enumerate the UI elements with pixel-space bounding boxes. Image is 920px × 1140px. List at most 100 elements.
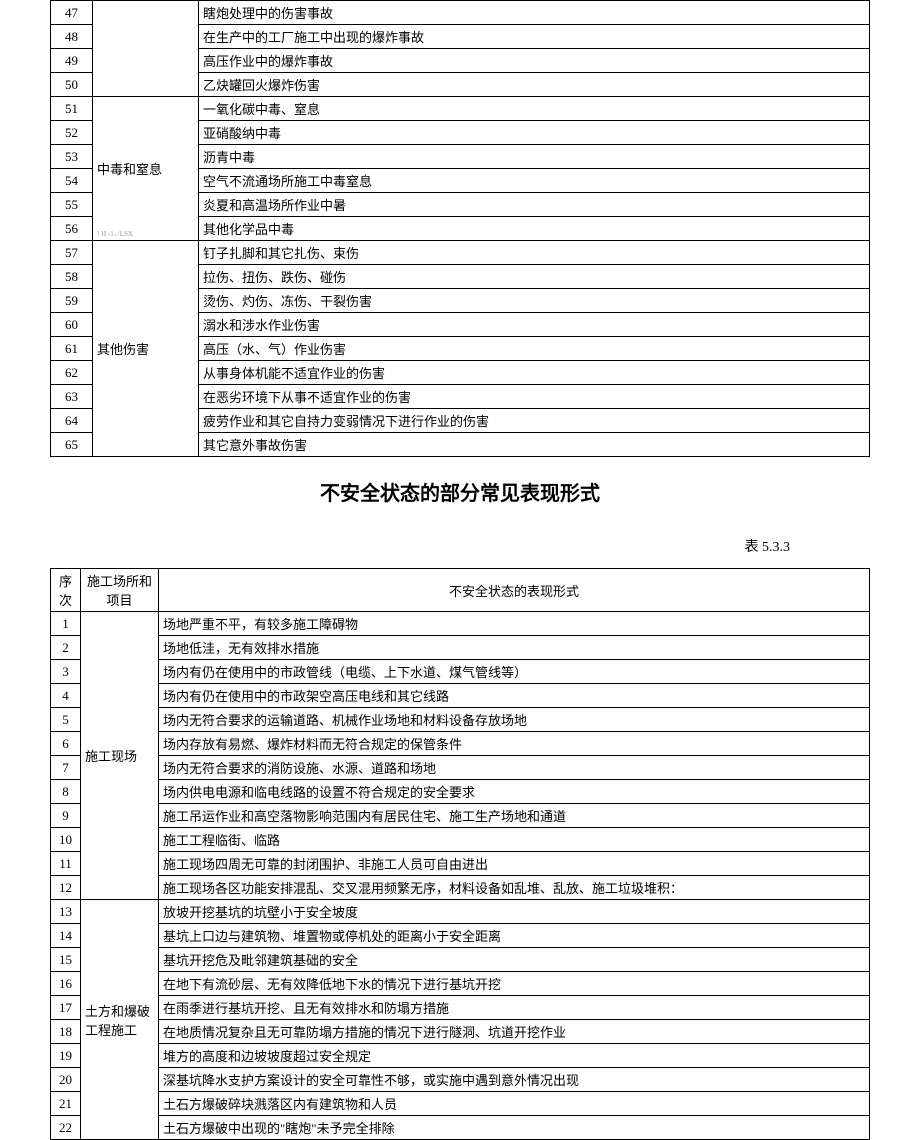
table-row: 18 在地质情况复杂且无可靠防塌方措施的情况下进行隧洞、坑道开挖作业 — [51, 1020, 870, 1044]
cell-num: 63 — [51, 385, 93, 409]
cell-num: 2 — [51, 636, 81, 660]
cell-num: 13 — [51, 900, 81, 924]
cell-desc: 疲劳作业和其它自持力变弱情况下进行作业的伤害 — [199, 409, 870, 433]
cell-num: 60 — [51, 313, 93, 337]
cell-desc: 场内有仍在使用中的市政管线（电缆、上下水道、煤气管线等） — [159, 660, 870, 684]
cell-desc: 亚硝酸纳中毒 — [199, 121, 870, 145]
cell-desc: 深基坑降水支护方案设计的安全可靠性不够，或实施中遇到意外情况出现 — [159, 1068, 870, 1092]
table-label: 表 5.3.3 — [50, 536, 870, 556]
cell-desc: 在地质情况复杂且无可靠防塌方措施的情况下进行隧洞、坑道开挖作业 — [159, 1020, 870, 1044]
cell-desc: 场内存放有易燃、爆炸材料而无符合规定的保管条件 — [159, 732, 870, 756]
table-row: 2 场地低洼，无有效排水措施 — [51, 636, 870, 660]
cell-desc: 场内无符合要求的运输道路、机械作业场地和材料设备存放场地 — [159, 708, 870, 732]
cell-desc: 放坡开挖基坑的坑壁小于安全坡度 — [159, 900, 870, 924]
cell-num: 19 — [51, 1044, 81, 1068]
cell-num: 53 — [51, 145, 93, 169]
cell-category: 中毒和窒息! H -1-./LSX — [93, 97, 199, 241]
cell-num: 22 — [51, 1116, 81, 1140]
cell-num: 9 — [51, 804, 81, 828]
cell-desc: 基坑开挖危及毗邻建筑基础的安全 — [159, 948, 870, 972]
cell-desc: 空气不流通场所施工中毒窒息 — [199, 169, 870, 193]
cell-desc: 乙炔罐回火爆炸伤害 — [199, 73, 870, 97]
table-row: 4 场内有仍在使用中的市政架空高压电线和其它线路 — [51, 684, 870, 708]
table-row: 51中毒和窒息! H -1-./LSX一氧化碳中毒、窒息 — [51, 97, 870, 121]
table-row: 21 土石方爆破碎块溅落区内有建筑物和人员 — [51, 1092, 870, 1116]
cell-num: 50 — [51, 73, 93, 97]
cell-num: 64 — [51, 409, 93, 433]
cell-desc: 施工工程临街、临路 — [159, 828, 870, 852]
cell-num: 56 — [51, 217, 93, 241]
table-row: 47 瞎炮处理中的伤害事故 — [51, 1, 870, 25]
cell-num: 17 — [51, 996, 81, 1020]
table-row: 16在地下有流砂层、无有效降低地下水的情况下进行基坑开挖 — [51, 972, 870, 996]
cell-desc: 在雨季进行基坑开挖、且无有效排水和防塌方措施 — [159, 996, 870, 1020]
cell-desc: 场地严重不平，有较多施工障碍物 — [159, 612, 870, 636]
table-row: 19 堆方的高度和边坡坡度超过安全规定 — [51, 1044, 870, 1068]
cell-desc: 基坑上口边与建筑物、堆置物或停机处的距离小于安全距离 — [159, 924, 870, 948]
cell-desc: 施工吊运作业和高空落物影响范围内有居民住宅、施工生产场地和通道 — [159, 804, 870, 828]
cell-desc: 场内供电电源和临电线路的设置不符合规定的安全要求 — [159, 780, 870, 804]
cell-desc: 一氧化碳中毒、窒息 — [199, 97, 870, 121]
cell-num: 20 — [51, 1068, 81, 1092]
cell-desc: 场内有仍在使用中的市政架空高压电线和其它线路 — [159, 684, 870, 708]
table-row: 22 土石方爆破中出现的"瞎炮"未予完全排除 — [51, 1116, 870, 1140]
cell-num: 21 — [51, 1092, 81, 1116]
cell-num: 61 — [51, 337, 93, 361]
cell-desc: 从事身体机能不适宜作业的伤害 — [199, 361, 870, 385]
table-row: 8 场内供电电源和临电线路的设置不符合规定的安全要求 — [51, 780, 870, 804]
cell-num: 4 — [51, 684, 81, 708]
cell-num: 48 — [51, 25, 93, 49]
cell-category: 其他伤害 — [93, 241, 199, 457]
cell-category: 施工现场 — [81, 612, 159, 900]
table-row: 11 施工现场四周无可靠的封闭围护、非施工人员可自由进出 — [51, 852, 870, 876]
cell-desc: 在生产中的工厂施工中出现的爆炸事故 — [199, 25, 870, 49]
table-row: 13土方和爆破工程施工放坡开挖基坑的坑壁小于安全坡度 — [51, 900, 870, 924]
header-num: 序 次 — [51, 569, 81, 612]
table-row: 1施工现场场地严重不平，有较多施工障碍物 — [51, 612, 870, 636]
cell-num: 10 — [51, 828, 81, 852]
cell-desc: 施工现场四周无可靠的封闭围护、非施工人员可自由进出 — [159, 852, 870, 876]
header-cat: 施工场所和项目 — [81, 569, 159, 612]
cell-num: 6 — [51, 732, 81, 756]
table-unsafe-states: 序 次 施工场所和项目 不安全状态的表现形式 1施工现场场地严重不平，有较多施工… — [50, 568, 870, 1140]
cell-num: 14 — [51, 924, 81, 948]
cell-num: 12 — [51, 876, 81, 900]
section-title: 不安全状态的部分常见表现形式 — [50, 477, 870, 506]
table-row: 3场内有仍在使用中的市政管线（电缆、上下水道、煤气管线等） — [51, 660, 870, 684]
cell-num: 52 — [51, 121, 93, 145]
cell-num: 8 — [51, 780, 81, 804]
cell-desc: 高压（水、气）作业伤害 — [199, 337, 870, 361]
table-row: 5 场内无符合要求的运输道路、机械作业场地和材料设备存放场地 — [51, 708, 870, 732]
cell-desc: 溺水和涉水作业伤害 — [199, 313, 870, 337]
cell-desc: 场内无符合要求的消防设施、水源、道路和场地 — [159, 756, 870, 780]
cell-desc: 其它意外事故伤害 — [199, 433, 870, 457]
cell-num: 57 — [51, 241, 93, 265]
cell-num: 18 — [51, 1020, 81, 1044]
table-row: 17 在雨季进行基坑开挖、且无有效排水和防塌方措施 — [51, 996, 870, 1020]
cell-num: 54 — [51, 169, 93, 193]
cell-desc: 沥青中毒 — [199, 145, 870, 169]
cell-num: 59 — [51, 289, 93, 313]
table-row: 10 施工工程临街、临路 — [51, 828, 870, 852]
cell-num: 5 — [51, 708, 81, 732]
cell-num: 7 — [51, 756, 81, 780]
cell-category: 土方和爆破工程施工 — [81, 900, 159, 1140]
cell-desc: 施工现场各区功能安排混乱、交叉混用频繁无序，材料设备如乱堆、乱放、施工垃圾堆积： — [159, 876, 870, 900]
cell-desc: 堆方的高度和边坡坡度超过安全规定 — [159, 1044, 870, 1068]
cell-category — [93, 1, 199, 97]
cell-num: 47 — [51, 1, 93, 25]
cell-desc: 高压作业中的爆炸事故 — [199, 49, 870, 73]
cell-num: 49 — [51, 49, 93, 73]
cell-num: 1 — [51, 612, 81, 636]
cell-num: 58 — [51, 265, 93, 289]
cell-num: 51 — [51, 97, 93, 121]
cell-desc: 瞎炮处理中的伤害事故 — [199, 1, 870, 25]
cell-desc: 场地低洼，无有效排水措施 — [159, 636, 870, 660]
cell-num: 65 — [51, 433, 93, 457]
cell-desc: 土石方爆破中出现的"瞎炮"未予完全排除 — [159, 1116, 870, 1140]
cell-num: 11 — [51, 852, 81, 876]
cell-desc: 土石方爆破碎块溅落区内有建筑物和人员 — [159, 1092, 870, 1116]
cell-desc: 炎夏和高温场所作业中暑 — [199, 193, 870, 217]
cell-desc: 其他化学品中毒 — [199, 217, 870, 241]
cell-num: 55 — [51, 193, 93, 217]
